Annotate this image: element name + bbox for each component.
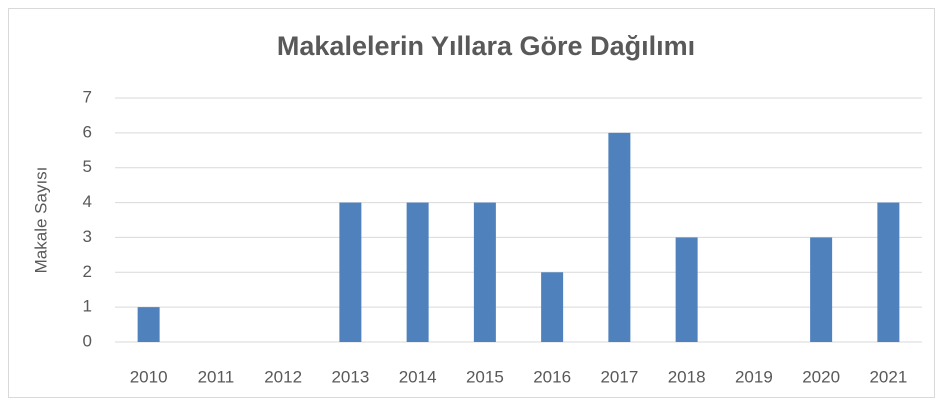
- x-tick-label: 2019: [735, 367, 773, 386]
- x-tick-label: 2020: [802, 367, 840, 386]
- x-tick-label: 2010: [130, 367, 168, 386]
- x-tick-label: 2013: [331, 367, 369, 386]
- chart-title: Makalelerin Yıllara Göre Dağılımı: [277, 31, 695, 61]
- bar: [137, 307, 160, 342]
- bar: [473, 202, 496, 342]
- bar: [541, 272, 564, 342]
- bar: [810, 237, 833, 342]
- x-tick-label: 2011: [198, 367, 235, 386]
- x-tick-label: 2012: [264, 367, 302, 386]
- y-tick-label: 5: [83, 157, 92, 176]
- bar: [406, 202, 429, 342]
- bar: [675, 237, 698, 342]
- x-tick-label: 2018: [668, 367, 706, 386]
- y-tick-label: 0: [83, 331, 92, 350]
- x-tick-label: 2014: [399, 367, 437, 386]
- y-tick-label: 2: [83, 262, 92, 281]
- bar: [877, 202, 900, 342]
- y-tick-label: 1: [83, 297, 92, 316]
- bar: [608, 132, 631, 342]
- bar: [339, 202, 362, 342]
- y-tick-label: 3: [83, 227, 92, 246]
- x-tick-label: 2017: [600, 367, 638, 386]
- x-tick-label: 2016: [533, 367, 571, 386]
- y-tick-label: 4: [83, 192, 92, 211]
- x-tick-label: 2015: [466, 367, 504, 386]
- y-tick-label: 7: [83, 87, 92, 106]
- y-tick-label: 6: [83, 122, 92, 141]
- x-tick-label: 2021: [869, 367, 907, 386]
- y-axis-label: Makale Sayısı: [31, 167, 50, 274]
